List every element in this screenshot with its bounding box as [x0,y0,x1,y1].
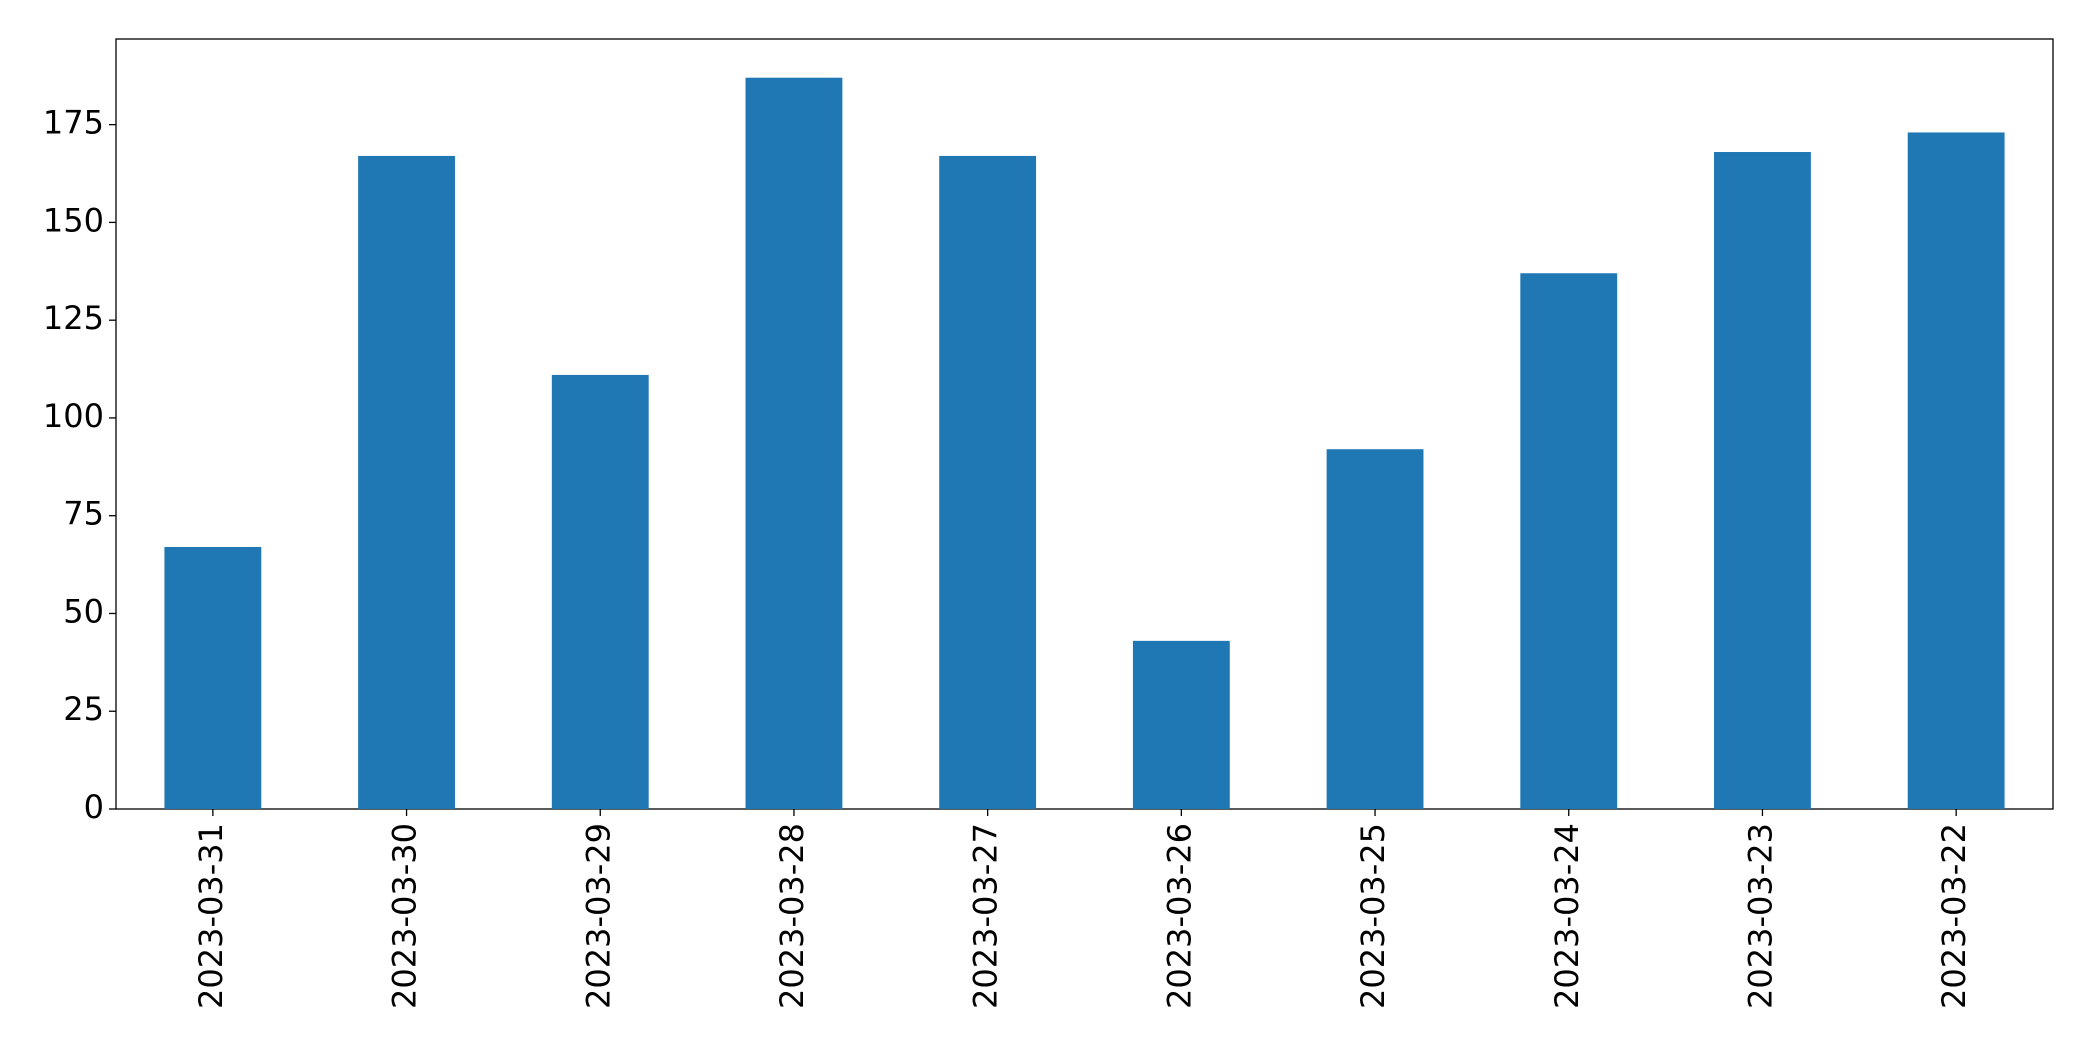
y-tick-label: 100 [43,397,104,435]
x-tick-label: 2023-03-26 [1160,823,1198,1009]
x-tick-label: 2023-03-31 [192,823,230,1009]
bar [164,546,262,809]
y-tick-label: 50 [63,592,104,630]
x-tick-label: 2023-03-25 [1354,823,1392,1009]
x-tick-label: 2023-03-30 [386,823,424,1009]
y-tick-label: 25 [63,690,104,728]
bar [939,155,1037,809]
y-tick-label: 175 [43,104,104,142]
x-tick-label: 2023-03-24 [1548,823,1586,1009]
bar [1326,449,1424,809]
plot-frame [115,38,2054,810]
bar [1907,132,2005,809]
x-tick-label: 2023-03-22 [1935,823,1973,1009]
bar [745,77,843,809]
y-tick-label: 75 [63,495,104,533]
bar [1714,152,1811,810]
x-tick-label: 2023-03-28 [773,823,811,1009]
y-tick-label: 150 [43,201,104,239]
x-tick-label: 2023-03-27 [967,823,1005,1009]
bar [358,155,455,809]
bar [551,374,649,809]
y-tick-label: 125 [43,299,104,337]
x-tick-label: 2023-03-23 [1741,823,1779,1009]
bar [1520,273,1618,809]
bar [1132,640,1230,809]
y-tick-label: 0 [84,788,104,826]
x-tick-label: 2023-03-29 [579,823,617,1009]
